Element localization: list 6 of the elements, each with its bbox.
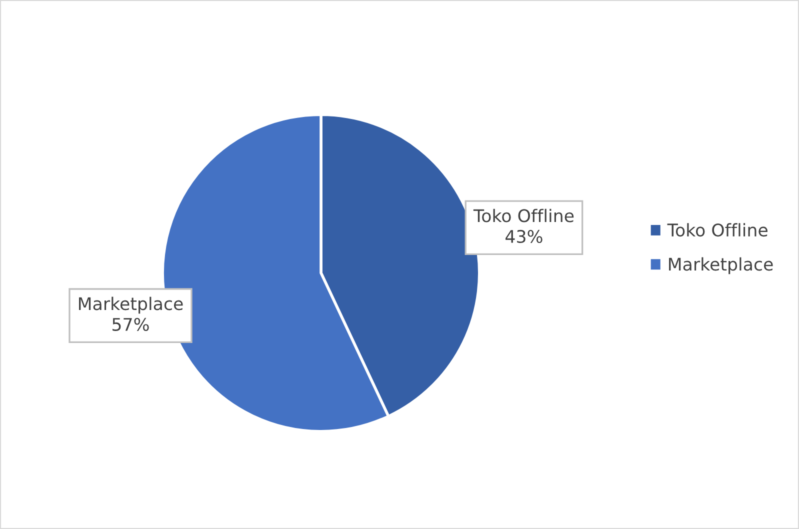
data-label: 43% bbox=[506, 230, 542, 244]
slice-label: Marketplace bbox=[79, 296, 183, 314]
slice-label: Toko Offline bbox=[473, 208, 574, 222]
legend-label: Marketplace bbox=[669, 257, 773, 274]
legend-label: Toko Offline bbox=[667, 223, 768, 237]
data-label: 57% bbox=[112, 318, 149, 331]
